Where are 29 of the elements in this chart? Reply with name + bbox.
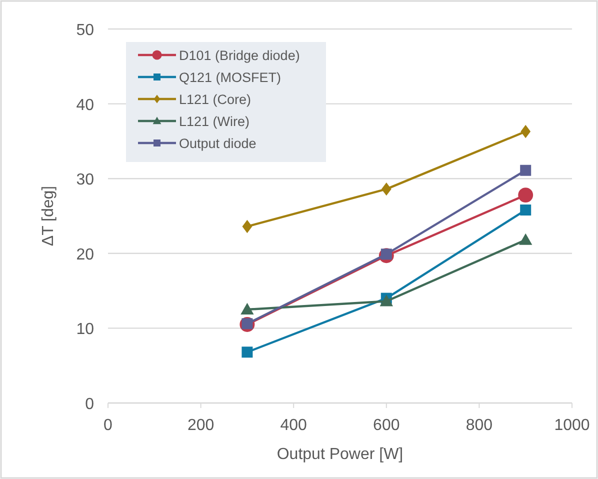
x-tick-label: 800 xyxy=(466,417,493,434)
y-axis-title: ΔT [deg] xyxy=(40,186,57,246)
y-tick-label: 10 xyxy=(76,321,94,338)
point xyxy=(380,294,393,306)
x-tick-label: 1000 xyxy=(554,417,590,434)
point xyxy=(242,346,253,358)
legend-label: Q121 (MOSFET) xyxy=(179,70,282,85)
point xyxy=(519,233,532,245)
y-tick-label: 20 xyxy=(76,246,94,264)
y-tick-label: 30 xyxy=(76,172,94,189)
point xyxy=(381,182,392,196)
point xyxy=(240,302,254,314)
point xyxy=(518,188,534,203)
x-tick-label: 400 xyxy=(280,417,308,434)
y-tick-label: 50 xyxy=(76,22,94,39)
x-tick-label: 600 xyxy=(373,417,400,434)
x-tick-label: 0 xyxy=(104,417,113,434)
legend-label: L121 (Wire) xyxy=(179,114,250,129)
point xyxy=(520,204,532,216)
y-tick-label: 40 xyxy=(76,96,94,114)
point xyxy=(242,220,252,234)
legend-label: Output diode xyxy=(179,136,256,151)
y-tick-label: 0 xyxy=(85,396,94,413)
point xyxy=(520,164,532,176)
legend-label: L121 (Core) xyxy=(179,92,252,107)
x-axis-title: Output Power [W] xyxy=(276,446,404,463)
legend-label: D101 (Bridge diode) xyxy=(179,48,300,63)
point xyxy=(520,124,531,138)
x-tick-label: 200 xyxy=(187,417,214,434)
